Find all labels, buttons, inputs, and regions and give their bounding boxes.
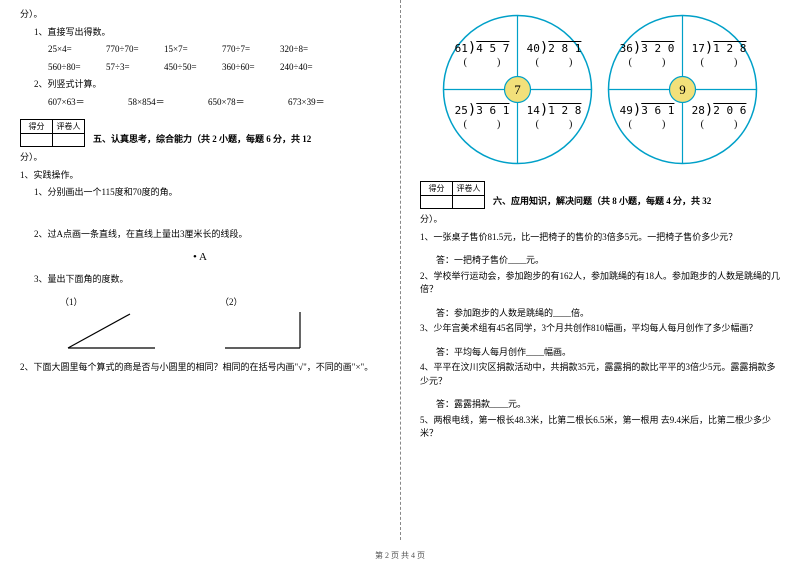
angles-row: （1） （2） bbox=[60, 295, 380, 353]
q1-row: 560÷80= 57÷3= 450÷50= 360÷60= 240÷40= bbox=[20, 61, 380, 75]
q: 3、少年宫美术组有45名同学，3个月共创作810幅画，平均每人每月创作了多少幅画… bbox=[420, 322, 780, 336]
division-cell: 14)1 2 8 ( ) bbox=[518, 102, 590, 131]
q2-title: 2、列竖式计算。 bbox=[20, 78, 380, 92]
p2: 2、下面大圆里每个算式的商是否与小圆里的相同？相同的在括号内画"√"，不同的画"… bbox=[20, 361, 380, 375]
svg-text:7: 7 bbox=[514, 82, 521, 97]
circles-diagram: 7 61)4 5 7 ( )40)2 8 1 ( ) 25)3 6 1 ( )14… bbox=[420, 12, 780, 167]
score-label: 得分 bbox=[421, 182, 453, 196]
division-cell: 36)3 2 0 ( ) bbox=[611, 40, 683, 69]
q1-title: 1、直接写出得数。 bbox=[20, 26, 380, 40]
score-label: 评卷人 bbox=[453, 182, 485, 196]
eq: 560÷80= bbox=[48, 61, 106, 75]
answer: 答：一把椅子售价____元。 bbox=[436, 254, 780, 268]
division-cell: 61)4 5 7 ( ) bbox=[446, 40, 518, 69]
angle-icon bbox=[60, 308, 160, 353]
section-6-title: 六、应用知识，解决问题（共 8 小题，每题 4 分，共 32 bbox=[493, 194, 780, 209]
eq: 15×7= bbox=[164, 43, 222, 57]
division-cell: 25)3 6 1 ( ) bbox=[446, 102, 518, 131]
text: 分）。 bbox=[20, 151, 380, 165]
q: 4、平平在汶川灾区捐款活动中，共捐款35元，露露捐的款比平平的3倍少5元。露露捐… bbox=[420, 361, 780, 388]
page-footer: 第 2 页 共 4 页 bbox=[0, 550, 800, 561]
q: 5、两根电线，第一根长48.3米，比第二根长6.5米，第一根用 去9.4米后，比… bbox=[420, 414, 780, 441]
q: 2、学校举行运动会，参加跑步的有162人，参加跳绳的有18人。参加跑步的人数是跳… bbox=[420, 270, 780, 297]
answer: 答：露露捐款____元。 bbox=[436, 398, 780, 412]
division-cell: 49)3 6 1 ( ) bbox=[611, 102, 683, 131]
eq: 58×854＝ bbox=[128, 96, 208, 110]
score-box: 得分评卷人 五、认真思考，综合能力（共 2 小题，每题 6 分，共 12 bbox=[20, 119, 380, 147]
answer: 答：参加跑步的人数是跳绳的____倍。 bbox=[436, 307, 780, 321]
angle-icon bbox=[220, 308, 310, 353]
point-a: • A bbox=[20, 251, 380, 263]
q1-row: 25×4= 770÷70= 15×7= 770÷7= 320÷8= bbox=[20, 43, 380, 57]
score-cell bbox=[453, 196, 485, 209]
angle-label: （2） bbox=[220, 295, 310, 308]
p1-1: 1、分别画出一个115度和70度的角。 bbox=[20, 186, 380, 200]
score-label: 评卷人 bbox=[53, 120, 85, 134]
angle-label: （1） bbox=[60, 295, 160, 308]
eq: 25×4= bbox=[48, 43, 106, 57]
eq: 770÷7= bbox=[222, 43, 280, 57]
section-5-title: 五、认真思考，综合能力（共 2 小题，每题 6 分，共 12 bbox=[93, 132, 380, 147]
score-table: 得分评卷人 bbox=[20, 119, 85, 147]
q: 1、一张桌子售价81.5元，比一把椅子的售价的3倍多5元。一把椅子售价多少元？ bbox=[420, 231, 780, 245]
eq: 607×63＝ bbox=[48, 96, 128, 110]
angle-2: （2） bbox=[220, 295, 310, 353]
division-cell: 28)2 0 6 ( ) bbox=[683, 102, 755, 131]
eq: 57÷3= bbox=[106, 61, 164, 75]
eq: 673×39＝ bbox=[288, 96, 368, 110]
text: 分）。 bbox=[20, 8, 380, 22]
eq: 320÷8= bbox=[280, 43, 338, 57]
svg-text:9: 9 bbox=[679, 82, 686, 97]
division-cell: 40)2 8 1 ( ) bbox=[518, 40, 590, 69]
p1-3: 3、量出下面角的度数。 bbox=[20, 273, 380, 287]
left-column: 分）。 1、直接写出得数。 25×4= 770÷70= 15×7= 770÷7=… bbox=[0, 0, 400, 540]
right-column: 7 61)4 5 7 ( )40)2 8 1 ( ) 25)3 6 1 ( )14… bbox=[400, 0, 800, 540]
score-table: 得分评卷人 bbox=[420, 181, 485, 209]
circle-icon: 9 bbox=[605, 12, 760, 167]
circle-group: 9 36)3 2 0 ( )17)1 2 8 ( ) 49)3 6 1 ( )28… bbox=[605, 12, 760, 167]
q2-row: 607×63＝ 58×854＝ 650×78＝ 673×39＝ bbox=[20, 96, 380, 110]
score-cell bbox=[421, 196, 453, 209]
eq: 360÷60= bbox=[222, 61, 280, 75]
score-label: 得分 bbox=[21, 120, 53, 134]
eq: 650×78＝ bbox=[208, 96, 288, 110]
circle-icon: 7 bbox=[440, 12, 595, 167]
angle-1: （1） bbox=[60, 295, 160, 353]
score-cell bbox=[53, 134, 85, 147]
eq: 240÷40= bbox=[280, 61, 338, 75]
division-cell: 17)1 2 8 ( ) bbox=[683, 40, 755, 69]
circle-group: 7 61)4 5 7 ( )40)2 8 1 ( ) 25)3 6 1 ( )14… bbox=[440, 12, 595, 167]
column-divider bbox=[400, 0, 401, 540]
p1-2: 2、过A点画一条直线，在直线上量出3厘米长的线段。 bbox=[20, 228, 380, 242]
eq: 450÷50= bbox=[164, 61, 222, 75]
score-cell bbox=[21, 134, 53, 147]
p1: 1、实践操作。 bbox=[20, 169, 380, 183]
answer: 答：平均每人每月创作____幅画。 bbox=[436, 346, 780, 360]
score-box: 得分评卷人 六、应用知识，解决问题（共 8 小题，每题 4 分，共 32 bbox=[420, 181, 780, 209]
eq: 770÷70= bbox=[106, 43, 164, 57]
text: 分）。 bbox=[420, 213, 780, 227]
